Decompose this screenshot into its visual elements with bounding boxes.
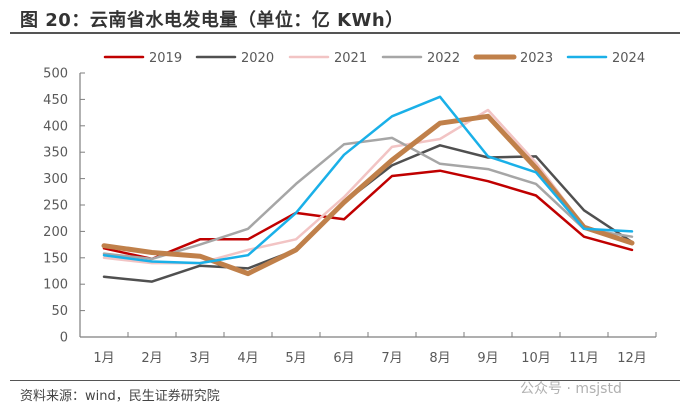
x-tick-label: 7月 — [381, 351, 402, 366]
y-tick-label: 500 — [43, 67, 68, 82]
y-tick-label: 250 — [43, 199, 68, 214]
legend-label-2021: 2021 — [334, 51, 367, 66]
figure-title: 图 20：云南省水电发电量（单位：亿 KWh） — [20, 10, 404, 31]
series-line-2022 — [102, 136, 634, 261]
footer-rule — [10, 380, 680, 381]
y-tick-label: 400 — [43, 119, 68, 134]
x-tick-label: 8月 — [429, 351, 450, 366]
x-tick-label: 12月 — [617, 351, 647, 366]
y-tick-label: 100 — [43, 278, 68, 293]
y-tick-label: 450 — [43, 93, 68, 108]
x-tick-label: 3月 — [189, 351, 210, 366]
x-tick-label: 11月 — [569, 351, 599, 366]
legend-label-2023: 2023 — [520, 51, 553, 66]
legend-label-2024: 2024 — [612, 51, 645, 66]
legend-label-2022: 2022 — [427, 51, 460, 66]
x-tick-label: 2月 — [141, 351, 162, 366]
legend-label-2019: 2019 — [149, 51, 182, 66]
source-note: 资料来源：wind，民生证券研究院 — [20, 389, 220, 404]
line-chart: 0 50 100 150 200 250 300 350 400 450 500 1月 2月 3月 4月 5月… — [43, 51, 657, 366]
x-tick-label: 6月 — [333, 351, 354, 366]
watermark: 公众号 · msjstd — [520, 381, 622, 397]
y-tick-label: 150 — [43, 251, 68, 266]
x-tick-label: 10月 — [521, 351, 551, 366]
x-tick-label: 4月 — [237, 351, 258, 366]
x-tick-label: 5月 — [285, 351, 306, 366]
series-line-2023 — [101, 113, 635, 277]
y-tick-label: 350 — [43, 146, 68, 161]
x-tick-label: 1月 — [93, 351, 114, 366]
y-tick-label: 200 — [43, 225, 68, 240]
title-rule — [10, 32, 680, 34]
x-tick-label: 9月 — [477, 351, 498, 366]
y-tick-label: 300 — [43, 172, 68, 187]
series-line-2020 — [102, 144, 634, 283]
series-line-2024 — [102, 95, 634, 265]
legend-label-2020: 2020 — [241, 51, 274, 66]
y-tick-label: 0 — [60, 331, 68, 346]
series-line-2019 — [102, 169, 634, 261]
y-tick-label: 50 — [51, 304, 68, 319]
